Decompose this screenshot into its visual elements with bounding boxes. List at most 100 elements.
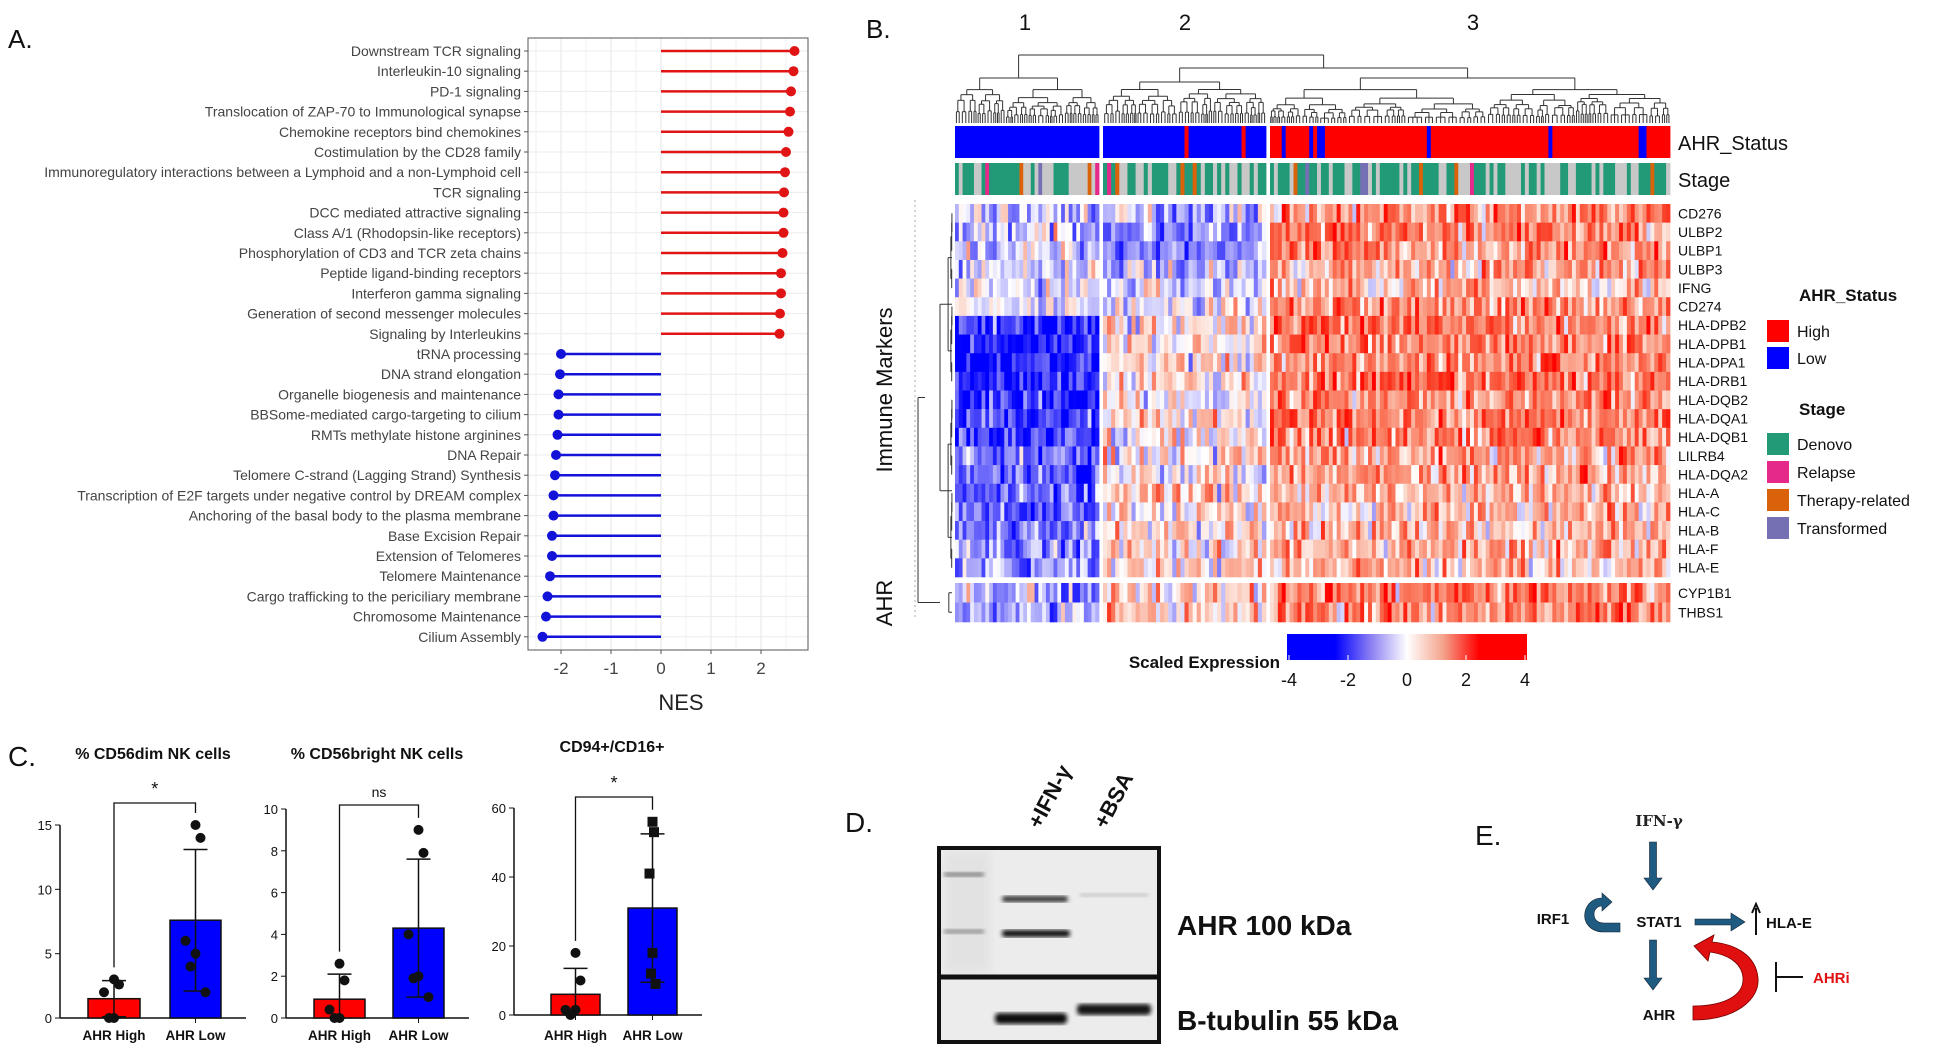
heatmap-cell (996, 259, 1001, 279)
ahr-status-cell (977, 126, 982, 158)
heatmap-cell (1151, 483, 1157, 503)
heatmap-cell (1015, 427, 1020, 447)
heatmap-cell (1379, 259, 1385, 279)
heatmap-cell (1143, 465, 1149, 485)
ahr-status-cell (1481, 126, 1487, 158)
heatmap-cell (1233, 521, 1238, 540)
heatmap-cell (1261, 427, 1267, 447)
heatmap-cell (1131, 241, 1136, 261)
heatmap-cell (1015, 204, 1020, 223)
stage-cell (1080, 163, 1085, 195)
heatmap-cell (1654, 353, 1659, 373)
heatmap-cell (1192, 353, 1198, 373)
heatmap-cell (1654, 390, 1659, 410)
heatmap-cell (1583, 353, 1589, 373)
heatmap-cell (1336, 353, 1341, 373)
heatmap-cell (1560, 427, 1565, 447)
stage-cell (1470, 163, 1475, 195)
heatmap-cell (1368, 521, 1373, 540)
heatmap-cell (1654, 371, 1659, 391)
heatmap-cell (1261, 539, 1267, 559)
heatmap-cell (1000, 353, 1005, 373)
heatmap-cell (1064, 297, 1070, 317)
heatmap-cell (1540, 409, 1545, 429)
heatmap-cell (1229, 483, 1234, 503)
heatmap-cell (989, 371, 994, 391)
heatmap-cell (1336, 315, 1341, 335)
heatmap-cell (1626, 371, 1632, 391)
heatmap-cell (1352, 390, 1357, 410)
heatmap-cell (1164, 409, 1169, 429)
heatmap-cell (1127, 278, 1132, 298)
heatmap-cell (1371, 539, 1377, 559)
heatmap-cell (1257, 446, 1263, 466)
heatmap-cell (1591, 446, 1596, 466)
heatmap-cell (1571, 390, 1577, 410)
heatmap-cell (1571, 204, 1577, 223)
heatmap-cell (1438, 427, 1443, 447)
heatmap-cell (973, 259, 979, 279)
heatmap-cell (1395, 427, 1400, 447)
heatmap-cell (1313, 390, 1318, 410)
heatmap-cell (1548, 483, 1553, 503)
ahr-status-cell (1552, 126, 1557, 158)
panel-label-a: A. (8, 24, 33, 54)
heatmap-cell (1430, 446, 1436, 466)
heatmap-cell (1249, 465, 1255, 485)
heatmap-cell (1261, 204, 1267, 223)
heatmap-cell (1646, 241, 1651, 261)
heatmap-cell (1520, 427, 1526, 447)
heatmap-cell (1332, 521, 1338, 540)
heatmap-cell (1091, 539, 1096, 559)
heatmap-cell (1340, 502, 1345, 522)
heatmap-cell (1068, 502, 1073, 522)
heatmap-cell (1348, 521, 1353, 540)
heatmap-cell (1646, 222, 1651, 242)
heatmap-cell (1638, 483, 1643, 503)
heatmap-cell (1379, 390, 1385, 410)
heatmap-cell (1095, 427, 1100, 447)
heatmap-cell (1422, 409, 1428, 429)
heatmap-cell (1540, 241, 1545, 261)
track-label-ahr-status: AHR_Status (1678, 133, 1788, 155)
heatmap-cell (1575, 371, 1581, 391)
heatmap-cell (1091, 222, 1096, 242)
heatmap-cell (1579, 539, 1585, 559)
heatmap-cell (1045, 502, 1051, 522)
heatmap-cell (1034, 353, 1039, 373)
heatmap-cell (1501, 502, 1506, 522)
heatmap-cell (1107, 483, 1112, 503)
heatmap-cell (1245, 521, 1251, 540)
heatmap-cell (1277, 521, 1283, 540)
heatmap-cell (1087, 204, 1092, 223)
heatmap-cell (1087, 259, 1092, 279)
heatmap-cell (970, 353, 975, 373)
heatmap-cell (985, 390, 990, 410)
heatmap-cell (1328, 390, 1334, 410)
heatmap-cell (1196, 539, 1202, 559)
heatmap-cell (989, 297, 994, 317)
heatmap-cell (1634, 539, 1640, 559)
heatmap-cell (1520, 278, 1526, 298)
heatmap-cell (1057, 409, 1062, 429)
heatmap-cell (1261, 297, 1267, 317)
heatmap-cell (1658, 297, 1663, 317)
ahr-status-cell (1080, 126, 1085, 158)
heatmap-cell (1229, 278, 1234, 298)
heatmap-cell (1371, 427, 1377, 447)
heatmap-cell (1422, 558, 1428, 578)
heatmap-cell (1658, 222, 1663, 242)
heatmap-cell (1139, 427, 1145, 447)
heatmap-cell (1368, 315, 1373, 335)
heatmap-cell (1497, 353, 1502, 373)
gene-label: HLA-DPB1 (1678, 336, 1747, 352)
heatmap-cell (1552, 446, 1557, 466)
heatmap-cell (1340, 521, 1345, 540)
heatmap-cell (1225, 483, 1230, 503)
heatmap-cell (1285, 278, 1291, 298)
heatmap-cell (1297, 465, 1302, 485)
heatmap-cell (1049, 390, 1054, 410)
heatmap-cell (1131, 483, 1136, 503)
heatmap-cell (1305, 278, 1310, 298)
heatmap-cell (1662, 204, 1667, 223)
